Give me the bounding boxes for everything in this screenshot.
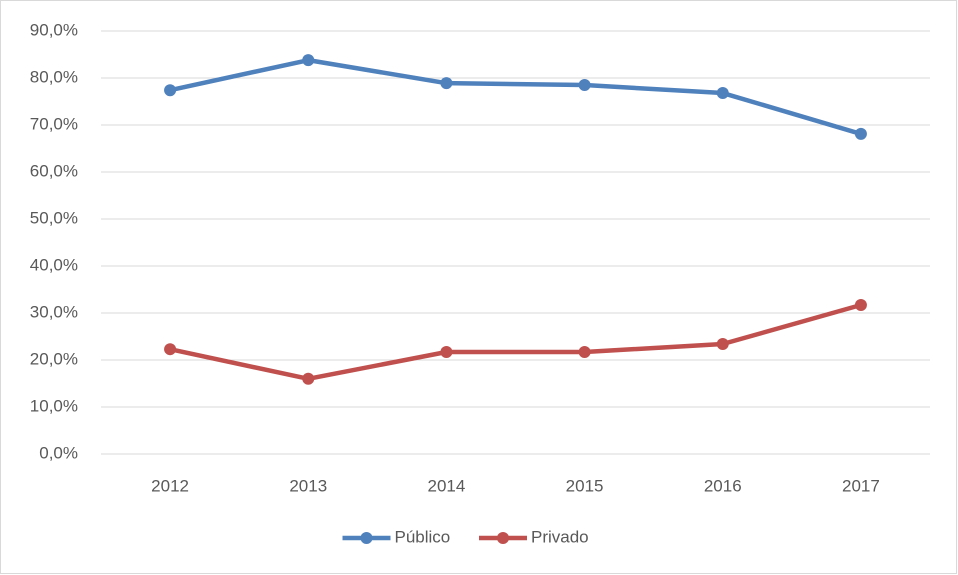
data-point: [440, 77, 453, 90]
data-point: [302, 54, 315, 67]
y-tick-label: 20,0%: [30, 349, 78, 368]
legend-marker: [497, 532, 509, 544]
x-tick-label: 2014: [428, 476, 466, 495]
x-tick-label: 2016: [704, 476, 742, 495]
y-tick-label: 80,0%: [30, 67, 78, 86]
data-point: [716, 338, 729, 351]
data-point: [302, 372, 315, 385]
x-tick-label: 2012: [151, 476, 189, 495]
x-tick-label: 2015: [566, 476, 604, 495]
y-tick-label: 40,0%: [30, 255, 78, 274]
data-point: [164, 84, 177, 97]
y-tick-label: 50,0%: [30, 208, 78, 227]
data-point: [716, 87, 729, 100]
y-tick-label: 30,0%: [30, 302, 78, 321]
series-line: [167, 57, 864, 137]
y-tick-label: 10,0%: [30, 396, 78, 415]
data-point: [164, 343, 177, 356]
data-point: [440, 346, 453, 359]
legend-label: Privado: [531, 527, 589, 546]
data-point: [578, 346, 591, 359]
legend-label: Público: [395, 527, 451, 546]
series-line: [167, 302, 864, 382]
y-tick-label: 0,0%: [39, 443, 78, 462]
data-point: [578, 79, 591, 92]
x-tick-label: 2013: [289, 476, 327, 495]
x-tick-label: 2017: [842, 476, 880, 495]
legend-marker: [360, 532, 373, 544]
y-tick-label: 70,0%: [30, 114, 78, 133]
y-tick-label: 60,0%: [30, 161, 78, 180]
data-point: [854, 299, 867, 312]
y-tick-label: 90,0%: [30, 20, 78, 39]
data-point: [854, 127, 867, 140]
